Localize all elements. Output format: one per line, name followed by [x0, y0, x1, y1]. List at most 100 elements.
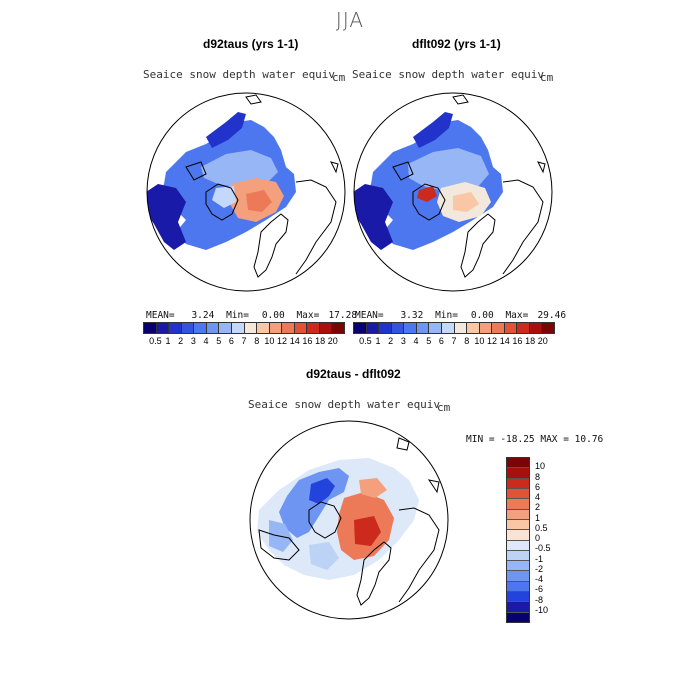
colorbar-tick-label: 18 — [315, 336, 326, 346]
panel2-coastline-islands — [392, 94, 546, 181]
diff-colorbar-swatch — [507, 540, 529, 551]
colorbar-swatch — [169, 323, 182, 333]
colorbar-tick-label: 2 — [388, 336, 394, 346]
colorbar-swatch — [181, 323, 195, 333]
diff-colorbar-label: 0 — [535, 533, 541, 543]
panel2-ice-dark-2 — [413, 112, 453, 148]
colorbar-swatch — [529, 323, 543, 333]
panel1-coastline-europe — [253, 213, 289, 278]
panel1-mean: 3.24 — [191, 310, 215, 321]
colorbar-tick-label: 10 — [474, 336, 485, 346]
panel2-map — [353, 92, 553, 292]
colorbar-tick-label: 20 — [327, 336, 338, 346]
diff-colorbar-swatch — [507, 509, 529, 520]
diff-colorbar-label: -2 — [535, 563, 544, 574]
colorbar-tick-label: 1 — [165, 336, 171, 346]
diff-colorbar-label: -10 — [535, 604, 549, 615]
diff-colorbar-label: 8 — [535, 471, 541, 482]
panel2-colorbar — [353, 322, 555, 334]
panel2-coastline-greenland — [412, 183, 446, 221]
diff-map-border — [249, 420, 449, 620]
colorbar-swatch — [206, 323, 220, 333]
panel2-ice-dark — [354, 184, 393, 250]
diff-field-blue-dark — [309, 478, 335, 504]
colorbar-tick-label: 12 — [277, 336, 288, 346]
colorbar-tick-label: 6 — [438, 336, 444, 346]
colorbar-tick-label: 7 — [451, 336, 457, 346]
diff-colorbar-swatch — [507, 519, 529, 531]
colorbar-swatch — [454, 323, 468, 333]
panel1-colorbar — [143, 322, 345, 334]
colorbar-swatch — [517, 323, 530, 333]
colorbar-swatch — [307, 323, 320, 333]
diff-colorbar — [506, 457, 530, 623]
panel2-units: cm — [540, 71, 554, 84]
diff-units: cm — [437, 401, 451, 414]
colorbar-tick-label: 16 — [512, 336, 523, 346]
colorbar-tick-label: 8 — [254, 336, 260, 346]
colorbar-tick-label: 18 — [525, 336, 536, 346]
season-title: JJA — [335, 8, 365, 32]
diff-colorbar-swatch — [507, 458, 529, 469]
colorbar-tick-label: 14 — [499, 336, 510, 346]
panel1-coastline-asia — [295, 179, 337, 275]
colorbar-tick-label: 5 — [216, 336, 222, 346]
panel1-title: d92taus (yrs 1-1) — [203, 37, 299, 51]
panel1-coastline-greenland — [205, 183, 239, 221]
colorbar-tick-label: 4 — [413, 336, 419, 346]
panel1-ice-dark-2 — [206, 112, 246, 148]
diff-colorbar-swatch — [507, 530, 529, 541]
panel2-variable: Seaice snow depth water equiv — [352, 68, 545, 81]
colorbar-swatch — [429, 323, 442, 333]
panel1-min: 0.00 — [261, 310, 285, 321]
colorbar-swatch — [194, 323, 207, 333]
diff-field-orange — [359, 478, 387, 498]
colorbar-swatch — [391, 323, 405, 333]
panel1-max: 17.28 — [328, 310, 358, 321]
colorbar-swatch — [144, 323, 157, 333]
colorbar-tick-label: 1 — [375, 336, 381, 346]
colorbar-tick-label: 5 — [426, 336, 432, 346]
colorbar-swatch — [467, 323, 480, 333]
colorbar-swatch — [504, 323, 518, 333]
diff-coastline-greenland — [308, 501, 342, 539]
colorbar-tick-label: 4 — [203, 336, 209, 346]
colorbar-swatch — [416, 323, 430, 333]
colorbar-tick-label: 2 — [178, 336, 184, 346]
diff-colorbar-label: 6 — [535, 481, 541, 492]
colorbar-swatch — [244, 323, 258, 333]
panel1-ice-mid — [201, 150, 278, 188]
colorbar-tick-label: 6 — [228, 336, 234, 346]
diff-colorbar-label: -8 — [535, 594, 544, 605]
colorbar-swatch — [492, 323, 505, 333]
panel1-ice-warm-core — [246, 190, 272, 212]
panel1-ice-light — [212, 186, 236, 208]
panel2-max: 29.46 — [537, 310, 567, 321]
colorbar-tick-label: 16 — [302, 336, 313, 346]
panel2-stats: MEAN= 3.32 Min= 0.00 Max= 29.46 — [355, 310, 567, 321]
diff-map — [249, 420, 449, 620]
panel2-coastline-europe — [460, 213, 496, 278]
colorbar-swatch — [231, 323, 245, 333]
diff-field-red-dark — [354, 516, 381, 546]
diff-colorbar-swatch — [507, 612, 529, 622]
panel2-title: dflt092 (yrs 1-1) — [412, 37, 501, 51]
panel2-ice-hotspot — [417, 186, 437, 202]
diff-colorbar-swatch — [507, 561, 529, 572]
colorbar-tick-label: 12 — [487, 336, 498, 346]
colorbar-swatch — [156, 323, 170, 333]
diff-minmax: MIN = -18.25 MAX = 10.76 — [466, 434, 604, 445]
diff-colorbar-swatch — [507, 581, 529, 593]
panel1-stats: MEAN= 3.24 Min= 0.00 Max= 17.28 — [146, 310, 358, 321]
colorbar-swatch — [269, 323, 283, 333]
panel1-ice-dark — [147, 184, 186, 250]
diff-coastline-america — [258, 529, 300, 561]
diff-colorbar-swatch — [507, 488, 529, 500]
panel1-map-border — [146, 92, 346, 292]
colorbar-swatch — [219, 323, 232, 333]
panel1-colorbar-ticks: 0.5 1 2 3 4 5 6 7 8 10 12 14 16 18 20 — [149, 336, 339, 346]
colorbar-swatch — [379, 323, 392, 333]
colorbar-swatch — [542, 323, 554, 333]
diff-coastline-islands — [396, 437, 440, 494]
panel2-colorbar-ticks: 0.5 1 2 3 4 5 6 7 8 10 12 14 16 18 20 — [359, 336, 549, 346]
